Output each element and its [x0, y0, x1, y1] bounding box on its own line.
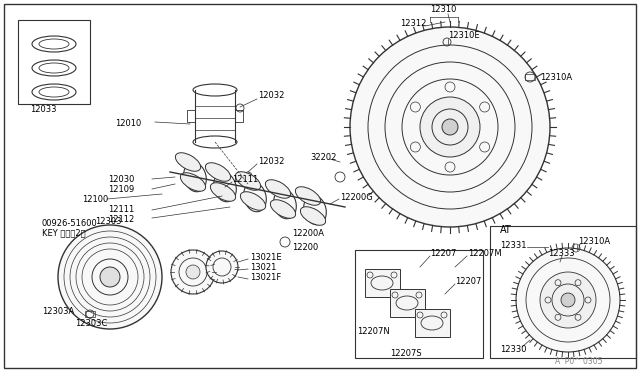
Circle shape	[561, 293, 575, 307]
Bar	[355, 250, 483, 358]
Ellipse shape	[241, 192, 266, 210]
Circle shape	[58, 225, 162, 329]
Bar	[235, 110, 243, 122]
Circle shape	[516, 248, 620, 352]
Ellipse shape	[180, 173, 205, 191]
Ellipse shape	[304, 195, 326, 225]
Text: 12303C: 12303C	[75, 320, 108, 328]
Ellipse shape	[266, 180, 291, 198]
Text: 12200: 12200	[292, 243, 318, 251]
Bar	[390, 289, 425, 317]
Text: 12010: 12010	[115, 119, 141, 128]
Ellipse shape	[244, 182, 266, 212]
Text: 00926-51600: 00926-51600	[42, 219, 98, 228]
Bar	[187, 110, 195, 122]
Ellipse shape	[184, 162, 206, 192]
Text: 12312: 12312	[400, 19, 426, 29]
Text: 12310: 12310	[430, 6, 456, 15]
Text: 12207N: 12207N	[357, 327, 390, 337]
Ellipse shape	[300, 207, 326, 225]
Text: 12032: 12032	[258, 92, 284, 100]
Circle shape	[171, 250, 215, 294]
Text: 32202: 32202	[310, 153, 337, 161]
Circle shape	[442, 119, 458, 135]
Text: KEY キー（2）: KEY キー（2）	[42, 228, 86, 237]
Text: 12303A: 12303A	[42, 308, 74, 317]
Ellipse shape	[214, 172, 236, 202]
Text: 13021F: 13021F	[250, 273, 281, 282]
Text: 12310E: 12310E	[448, 32, 479, 41]
Text: 12310A: 12310A	[540, 73, 572, 81]
Text: 12330: 12330	[500, 346, 527, 355]
Ellipse shape	[211, 183, 236, 201]
Ellipse shape	[296, 187, 321, 205]
Text: 12207M: 12207M	[468, 250, 502, 259]
Text: 12112: 12112	[108, 215, 134, 224]
Ellipse shape	[175, 153, 200, 171]
Ellipse shape	[236, 172, 260, 190]
Circle shape	[186, 265, 200, 279]
Text: 12333: 12333	[548, 250, 575, 259]
Text: 12303: 12303	[95, 218, 122, 227]
Bar	[525, 74, 535, 80]
Text: 12200A: 12200A	[292, 230, 324, 238]
Text: 12207: 12207	[455, 278, 481, 286]
Bar	[415, 309, 450, 337]
Text: 12111: 12111	[232, 176, 259, 185]
Text: 12109: 12109	[108, 186, 134, 195]
Text: AT: AT	[500, 225, 512, 235]
Bar	[85, 311, 95, 317]
Circle shape	[100, 267, 120, 287]
Text: 12207: 12207	[430, 250, 456, 259]
Text: 12111: 12111	[108, 205, 134, 215]
Text: 12310A: 12310A	[578, 237, 610, 247]
Ellipse shape	[274, 189, 296, 219]
Text: 12030: 12030	[108, 176, 134, 185]
Text: 12032: 12032	[258, 157, 284, 167]
Text: 13021: 13021	[250, 263, 276, 272]
Text: A' P0^ 0305: A' P0^ 0305	[555, 357, 602, 366]
Text: 12207S: 12207S	[390, 350, 422, 359]
Text: 12331: 12331	[500, 241, 527, 250]
Ellipse shape	[270, 200, 296, 218]
Circle shape	[540, 272, 596, 328]
Bar	[18, 20, 90, 104]
Ellipse shape	[205, 163, 230, 181]
Circle shape	[420, 97, 480, 157]
Text: 12033: 12033	[30, 106, 56, 115]
Bar	[490, 226, 636, 358]
Text: 12200G: 12200G	[340, 192, 372, 202]
Circle shape	[350, 27, 550, 227]
Text: 12100: 12100	[82, 196, 108, 205]
Bar	[365, 269, 400, 297]
Text: 13021E: 13021E	[250, 253, 282, 262]
Circle shape	[206, 251, 238, 283]
